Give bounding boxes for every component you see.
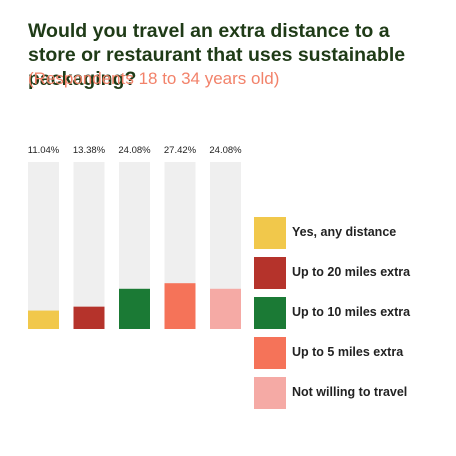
legend-label: Up to 5 miles extra xyxy=(292,345,404,359)
legend-label: Not willing to travel xyxy=(292,385,408,399)
bar-value-label: 27.42% xyxy=(164,145,197,156)
bar xyxy=(119,288,150,329)
bar-track xyxy=(28,162,59,329)
legend-swatch xyxy=(254,257,286,289)
bar xyxy=(210,288,241,329)
bar xyxy=(28,310,59,329)
legend-item-up-to-10-miles: Up to 10 miles extra xyxy=(254,297,454,329)
bar-value-label: 13.38% xyxy=(73,145,106,156)
legend-item-up-to-20-miles: Up to 20 miles extra xyxy=(254,257,454,289)
bar-value-label: 24.08% xyxy=(118,145,151,156)
bar xyxy=(73,306,105,329)
bar xyxy=(164,283,196,329)
chart-title: Would you travel an extra distance to a … xyxy=(28,20,406,90)
legend-swatch xyxy=(254,217,286,249)
bar-track xyxy=(73,162,105,329)
legend-item-up-to-5-miles: Up to 5 miles extra xyxy=(254,337,454,369)
bar-value-label: 24.08% xyxy=(209,145,242,156)
legend-swatch xyxy=(254,337,286,369)
legend-label: Up to 10 miles extra xyxy=(292,305,411,319)
legend-swatch xyxy=(254,297,286,329)
chart-subtitle: (Respondents 18 to 34 years old) xyxy=(28,69,280,88)
legend-item-yes-any-distance: Yes, any distance xyxy=(254,217,454,249)
legend-swatch xyxy=(254,377,286,409)
bar-value-label: 11.04% xyxy=(28,145,60,156)
legend-item-not-willing: Not willing to travel xyxy=(254,377,454,409)
legend-label: Up to 20 miles extra xyxy=(292,265,411,279)
legend-label: Yes, any distance xyxy=(292,225,397,239)
